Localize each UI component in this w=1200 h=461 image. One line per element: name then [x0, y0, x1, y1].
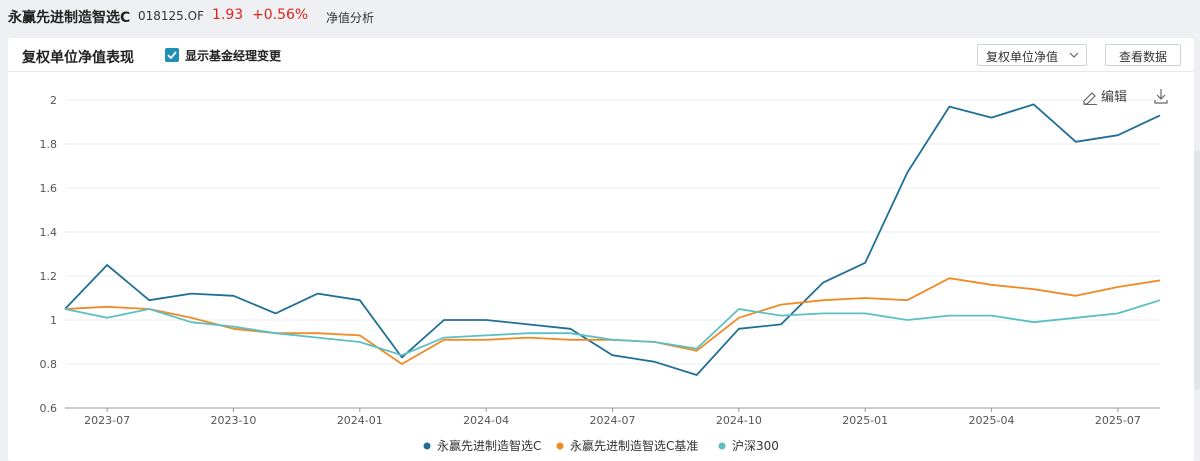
fund-name: 永赢先进制造智选C [8, 10, 131, 26]
y-tick-label: 2 [50, 94, 57, 107]
x-tick-label: 2023-10 [210, 414, 256, 427]
y-tick-label: 1.6 [40, 182, 58, 195]
manager-change-checkbox[interactable] [165, 48, 179, 62]
legend-label: 永赢先进制造智选C基准 [570, 438, 698, 453]
scrollbar[interactable] [1194, 150, 1200, 390]
y-tick-label: 0.8 [40, 358, 58, 371]
fund-change: +0.56% [252, 7, 309, 23]
download-icon[interactable] [1154, 89, 1168, 104]
view-data-label: 查看数据 [1118, 50, 1167, 64]
legend-marker [556, 442, 564, 450]
x-tick-label: 2024-04 [463, 414, 509, 427]
y-axis: 0.6 0.8 1 1.2 1.4 1.6 1.8 2 [40, 94, 58, 415]
legend-item-2[interactable]: 沪深300 [718, 439, 779, 453]
fund-code: 018125.OF [138, 9, 204, 23]
series-lines [64, 103, 1161, 376]
edit-icon [1083, 92, 1097, 105]
panel-title: 复权单位净值表现 [22, 50, 134, 66]
series-line-1 [64, 277, 1161, 365]
legend: 永赢先进制造智选C 永赢先进制造智选C基准 沪深300 [423, 438, 779, 453]
y-tick-label: 0.6 [40, 402, 58, 415]
x-tick-label: 2025-07 [1095, 414, 1141, 427]
x-tick-label: 2024-10 [716, 414, 762, 427]
x-tick-label: 2023-07 [84, 414, 130, 427]
y-tick-label: 1 [50, 314, 57, 327]
y-tick-label: 1.2 [40, 270, 58, 283]
series-line-2 [64, 299, 1161, 357]
view-data-button[interactable]: 查看数据 [1105, 44, 1181, 66]
divider [8, 71, 1194, 72]
series-line-0 [64, 103, 1161, 376]
legend-marker [423, 442, 431, 450]
gridlines [65, 99, 1160, 409]
x-axis: 2023-07 2023-10 2024-01 2024-04 2024-07 2024-… [65, 407, 1160, 427]
fund-nav: 1.93 [212, 7, 244, 23]
x-tick-label: 2025-04 [969, 414, 1015, 427]
chevron-down-icon [1069, 52, 1079, 58]
legend-marker [718, 442, 726, 450]
check-icon [167, 51, 177, 60]
tab-nav-analysis[interactable]: 净值分析 [326, 11, 375, 25]
y-tick-label: 1.4 [40, 226, 58, 239]
chart-panel: 复权单位净值表现 显示基金经理变更 复权单位净值 查看数据 [8, 38, 1194, 461]
legend-label: 永赢先进制造智选C [437, 438, 541, 453]
x-tick-label: 2025-01 [842, 414, 888, 427]
legend-label: 沪深300 [732, 439, 779, 453]
legend-item-0[interactable]: 永赢先进制造智选C [423, 438, 542, 453]
edit-label: 编辑 [1101, 90, 1127, 105]
metric-select-value: 复权单位净值 [986, 50, 1059, 64]
x-tick-label: 2024-07 [590, 414, 636, 427]
manager-change-label[interactable]: 显示基金经理变更 [185, 49, 282, 63]
edit-tool[interactable]: 编辑 [1083, 90, 1127, 105]
metric-select[interactable]: 复权单位净值 [977, 44, 1087, 66]
legend-item-1[interactable]: 永赢先进制造智选C基准 [556, 438, 699, 453]
y-tick-label: 1.8 [40, 138, 58, 151]
top-bar: 永赢先进制造智选C 018125.OF 1.93 +0.56% 净值分析 [0, 0, 1200, 34]
x-tick-label: 2024-01 [337, 414, 383, 427]
